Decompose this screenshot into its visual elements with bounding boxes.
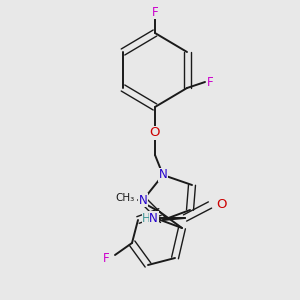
Text: O: O [216, 199, 226, 212]
Text: F: F [207, 76, 213, 88]
Text: O: O [150, 127, 160, 140]
Text: N: N [139, 194, 147, 206]
Text: N: N [159, 169, 167, 182]
Text: H: H [142, 212, 151, 224]
Text: N: N [149, 212, 158, 224]
Text: F: F [103, 251, 110, 265]
Text: CH₃: CH₃ [116, 193, 135, 203]
Text: F: F [152, 5, 158, 19]
